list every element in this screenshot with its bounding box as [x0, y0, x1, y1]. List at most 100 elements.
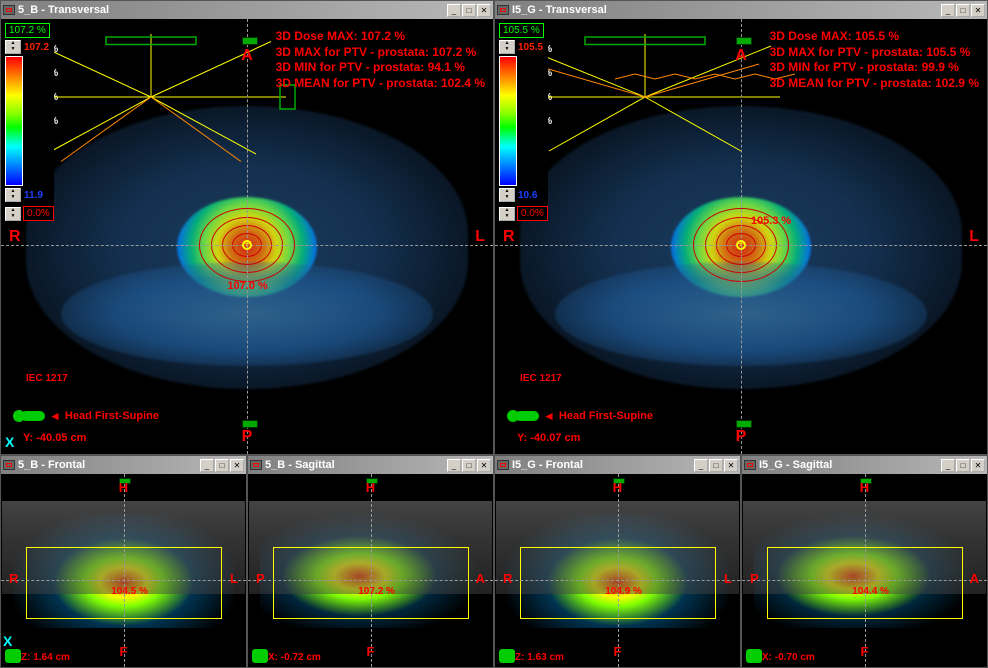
minimize-button[interactable]: _ — [694, 459, 708, 472]
isocenter-marker — [736, 240, 746, 250]
orient-marker-p — [736, 420, 752, 428]
titlebar[interactable]: 5_B - Sagittal _□✕ — [248, 456, 493, 474]
dose-stats: 3D Dose MAX: 105.5 % 3D MAX for PTV - pr… — [770, 29, 979, 91]
slice-position: Z: 1.64 cm — [21, 652, 70, 663]
dose-max-spinner[interactable]: ▲▼ — [5, 40, 21, 54]
orient-figure — [5, 649, 21, 663]
close-button[interactable]: ✕ — [477, 4, 491, 17]
orient-a: A — [970, 571, 979, 586]
axis-indicator: X — [5, 434, 14, 450]
axis-indicator: X — [3, 633, 12, 649]
minimize-button[interactable]: _ — [941, 459, 955, 472]
window-icon — [497, 460, 509, 470]
window-i5g-transversal: I5_G - Transversal _ □ ✕ 105.5 % ▲▼105.5… — [494, 0, 988, 455]
orient-h: H — [119, 480, 128, 495]
title-text: 5_B - Frontal — [18, 459, 85, 471]
dose-bottom-value: 10.6 — [518, 190, 537, 201]
viewport-frontal-i5g[interactable]: H F R L 104.9 % Z: 1.63 cm — [495, 474, 740, 667]
orient-f: F — [861, 644, 869, 659]
slice-position: Z: 1.63 cm — [515, 652, 564, 663]
orient-marker-p — [242, 420, 258, 428]
dose-legend: 107.2 % ▲▼107.2 ▲▼11.9 ▲▼0.0% — [5, 23, 54, 221]
orient-f: F — [614, 644, 622, 659]
slice-position: Y: -40.05 cm — [23, 432, 86, 444]
titlebar[interactable]: 5_B - Frontal _□✕ — [1, 456, 246, 474]
orient-figure — [499, 649, 515, 663]
hotspot-label: 107.0 % — [227, 280, 267, 292]
slice-position: Y: -40.07 cm — [517, 432, 580, 444]
maximize-button[interactable]: □ — [709, 459, 723, 472]
viewport-transversal-right[interactable]: 105.5 % ▲▼105.5 ▲▼10.6 ▲▼0.0% 80.0 % 60.… — [495, 19, 987, 454]
hotspot-label: 105.3 % — [751, 215, 791, 227]
minimize-button[interactable]: _ — [941, 4, 955, 17]
iec-label: IEC 1217 — [26, 373, 68, 384]
minimize-button[interactable]: _ — [447, 459, 461, 472]
viewport-transversal-left[interactable]: 107.2 % ▲▼107.2 ▲▼11.9 ▲▼0.0% 80.0 % 60.… — [1, 19, 493, 454]
window-icon — [744, 460, 756, 470]
titlebar[interactable]: I5_G - Transversal _ □ ✕ — [495, 1, 987, 19]
maximize-button[interactable]: □ — [462, 459, 476, 472]
viewport-frontal-5b[interactable]: H F R L 104.5 % Z: 1.64 cm X — [1, 474, 246, 667]
window-icon — [250, 460, 262, 470]
patient-orientation-indicator: ◄ Head First-Supine — [503, 406, 653, 426]
window-icon — [3, 5, 15, 15]
title-text: 5_B - Sagittal — [265, 459, 335, 471]
titlebar[interactable]: 5_B - Transversal _ □ ✕ — [1, 1, 493, 19]
orient-l: L — [724, 571, 732, 586]
orient-marker-a — [736, 37, 752, 45]
window-5b-sagittal: 5_B - Sagittal _□✕ H F P A 107.2 % X: -0… — [247, 455, 494, 668]
dose-max-value: 107.2 — [9, 25, 34, 36]
orient-h: H — [366, 480, 375, 495]
window-icon — [3, 460, 15, 470]
close-button[interactable]: ✕ — [971, 4, 985, 17]
close-button[interactable]: ✕ — [477, 459, 491, 472]
orient-a: A — [476, 571, 485, 586]
close-button[interactable]: ✕ — [971, 459, 985, 472]
dose-top-value: 105.5 — [518, 42, 543, 53]
maximize-button[interactable]: □ — [956, 4, 970, 17]
dose-bottom-value: 11.9 — [24, 190, 43, 201]
orient-f: F — [367, 644, 375, 659]
orient-p: P — [242, 428, 253, 446]
orient-marker-a — [242, 37, 258, 45]
crosshair-v — [247, 19, 248, 454]
viewport-sagittal-i5g[interactable]: H F P A 104.4 % X: -0.70 cm — [742, 474, 987, 667]
slice-position: X: -0.72 cm — [268, 652, 321, 663]
titlebar[interactable]: I5_G - Frontal _□✕ — [495, 456, 740, 474]
orient-figure — [746, 649, 762, 663]
dose-max-value: 105.5 — [503, 25, 528, 36]
orient-figure — [252, 649, 268, 663]
dose-top-value: 107.2 — [24, 42, 49, 53]
orient-l: L — [230, 571, 238, 586]
orient-f: F — [120, 644, 128, 659]
titlebar[interactable]: I5_G - Sagittal _□✕ — [742, 456, 987, 474]
maximize-button[interactable]: □ — [215, 459, 229, 472]
close-button[interactable]: ✕ — [230, 459, 244, 472]
dose-min-spinner[interactable]: ▲▼ — [5, 188, 21, 202]
maximize-button[interactable]: □ — [462, 4, 476, 17]
slice-position: X: -0.70 cm — [762, 652, 815, 663]
orient-r: R — [9, 571, 18, 586]
orient-h: H — [860, 480, 869, 495]
hotspot-label: 104.4 % — [852, 586, 889, 597]
dose-max-spinner[interactable]: ▲▼ — [499, 40, 515, 54]
window-5b-frontal: 5_B - Frontal _□✕ H F R L 104.5 % Z: 1.6… — [0, 455, 247, 668]
hotspot-label: 104.9 % — [605, 586, 642, 597]
minimize-button[interactable]: _ — [447, 4, 461, 17]
patient-orientation-indicator: ◄ Head First-Supine — [9, 406, 159, 426]
crosshair-v — [741, 19, 742, 454]
iec-label: IEC 1217 — [520, 373, 562, 384]
title-text: I5_G - Transversal — [512, 4, 607, 16]
window-i5g-sagittal: I5_G - Sagittal _□✕ H F P A 104.4 % X: -… — [741, 455, 988, 668]
orient-a: A — [241, 47, 253, 65]
dose-min-spinner[interactable]: ▲▼ — [499, 188, 515, 202]
title-text: I5_G - Sagittal — [759, 459, 832, 471]
hotspot-label: 107.2 % — [358, 586, 395, 597]
color-bar — [5, 56, 23, 186]
isocenter-marker — [242, 240, 252, 250]
dose-legend: 105.5 % ▲▼105.5 ▲▼10.6 ▲▼0.0% — [499, 23, 548, 221]
maximize-button[interactable]: □ — [956, 459, 970, 472]
viewport-sagittal-5b[interactable]: H F P A 107.2 % X: -0.72 cm — [248, 474, 493, 667]
minimize-button[interactable]: _ — [200, 459, 214, 472]
close-button[interactable]: ✕ — [724, 459, 738, 472]
